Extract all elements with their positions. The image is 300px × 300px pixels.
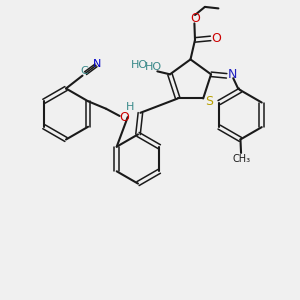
Text: H: H: [126, 102, 134, 112]
Text: CH₃: CH₃: [233, 154, 251, 164]
Text: HO: HO: [131, 60, 148, 70]
Text: O: O: [191, 12, 200, 26]
Text: N: N: [227, 68, 237, 81]
Text: HO: HO: [145, 62, 162, 72]
Text: O: O: [211, 32, 221, 45]
Text: O: O: [119, 111, 129, 124]
Text: S: S: [205, 95, 213, 108]
Text: C: C: [81, 66, 88, 76]
Text: N: N: [93, 58, 102, 69]
